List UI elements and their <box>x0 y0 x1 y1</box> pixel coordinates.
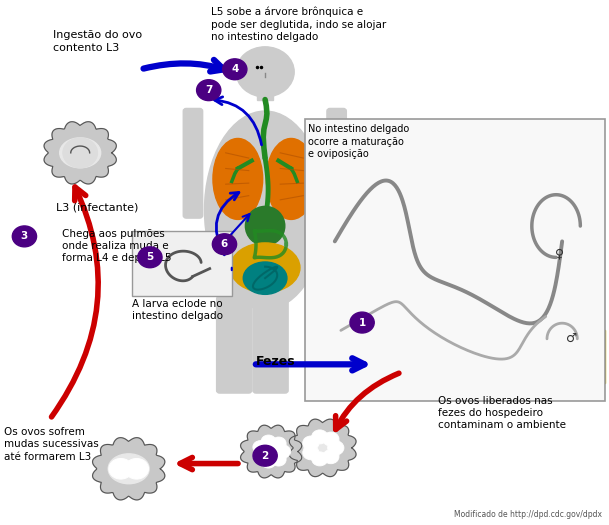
Ellipse shape <box>254 439 289 464</box>
Text: A larva eclode no
intestino delgado: A larva eclode no intestino delgado <box>132 299 223 321</box>
Text: 4: 4 <box>231 64 239 74</box>
Text: Os ovos sofrem
mudas sucessivas
até formarem L3: Os ovos sofrem mudas sucessivas até form… <box>4 427 99 462</box>
Circle shape <box>109 458 133 479</box>
Text: L3 (infectante): L3 (infectante) <box>56 203 138 213</box>
Bar <box>329 330 605 383</box>
Circle shape <box>328 441 344 455</box>
Circle shape <box>12 226 37 247</box>
Text: 5: 5 <box>146 253 153 262</box>
Circle shape <box>312 452 328 466</box>
Ellipse shape <box>230 243 300 292</box>
Circle shape <box>63 138 97 168</box>
FancyBboxPatch shape <box>253 297 288 393</box>
Circle shape <box>271 437 286 450</box>
Text: Fezes: Fezes <box>256 355 295 368</box>
Circle shape <box>138 247 162 268</box>
Circle shape <box>253 449 268 463</box>
Circle shape <box>350 312 374 333</box>
FancyBboxPatch shape <box>183 109 203 218</box>
Text: 7: 7 <box>205 85 213 95</box>
FancyBboxPatch shape <box>327 109 347 218</box>
Circle shape <box>271 453 286 466</box>
Text: Modificado de http://dpd.cdc.gov/dpdx: Modificado de http://dpd.cdc.gov/dpdx <box>454 510 602 519</box>
Text: L5 sobe a árvore brônquica e
pode ser deglutida, indo se alojar
no intestino del: L5 sobe a árvore brônquica e pode ser de… <box>211 7 385 42</box>
Ellipse shape <box>108 454 149 484</box>
Ellipse shape <box>60 138 100 168</box>
Text: Ingestão do ovo
contento L3: Ingestão do ovo contento L3 <box>53 30 142 52</box>
FancyBboxPatch shape <box>217 297 252 393</box>
Circle shape <box>197 80 221 101</box>
Text: Os ovos liberados nas
fezes do hospedeiro
contaminam o ambiente: Os ovos liberados nas fezes do hospedeir… <box>438 396 566 430</box>
Text: ♀: ♀ <box>555 248 564 261</box>
Circle shape <box>303 436 319 450</box>
Circle shape <box>213 234 237 255</box>
Text: 6: 6 <box>221 239 228 249</box>
Circle shape <box>253 440 268 454</box>
Text: Chega aos pulmões
onde realiza muda e
forma L4 e depois L5: Chega aos pulmões onde realiza muda e fo… <box>62 228 172 264</box>
Ellipse shape <box>213 139 262 219</box>
Polygon shape <box>289 419 356 477</box>
Text: No intestino delgado
ocorre a maturação
e oviposição: No intestino delgado ocorre a maturação … <box>308 124 409 159</box>
Circle shape <box>125 458 149 479</box>
Ellipse shape <box>304 434 342 461</box>
Circle shape <box>236 47 294 97</box>
Ellipse shape <box>245 206 285 246</box>
Text: ♂: ♂ <box>566 332 577 345</box>
FancyBboxPatch shape <box>304 119 605 401</box>
Circle shape <box>276 445 290 458</box>
Polygon shape <box>93 438 165 500</box>
Text: 3: 3 <box>21 232 28 242</box>
Circle shape <box>253 445 277 466</box>
Text: 2: 2 <box>261 451 269 461</box>
Circle shape <box>323 432 339 446</box>
Polygon shape <box>44 122 116 184</box>
Circle shape <box>223 59 247 80</box>
Ellipse shape <box>266 139 316 219</box>
Text: 1: 1 <box>359 318 366 328</box>
Circle shape <box>323 450 339 464</box>
Circle shape <box>303 446 319 460</box>
FancyBboxPatch shape <box>132 231 232 297</box>
Circle shape <box>312 430 328 444</box>
Circle shape <box>261 455 276 468</box>
Ellipse shape <box>243 262 287 295</box>
Circle shape <box>261 435 276 448</box>
Polygon shape <box>241 425 301 478</box>
Ellipse shape <box>205 111 326 310</box>
Bar <box>257 74 273 100</box>
